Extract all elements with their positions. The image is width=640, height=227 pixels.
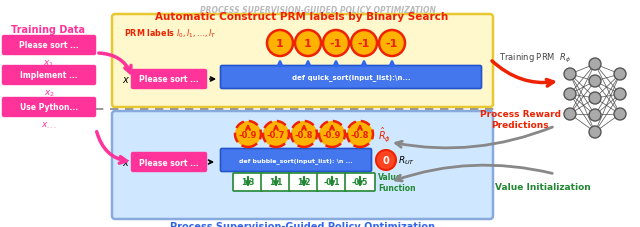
Circle shape [589, 109, 601, 121]
Text: -0.9: -0.9 [239, 130, 257, 139]
Text: PRM labels $l_0, l_1,\ldots,l_T$: PRM labels $l_0, l_1,\ldots,l_T$ [124, 27, 217, 39]
Circle shape [614, 89, 626, 101]
Text: $R_{UT}$: $R_{UT}$ [398, 154, 415, 167]
FancyBboxPatch shape [131, 153, 207, 172]
Text: 1: 1 [304, 39, 312, 49]
Text: $x_{...}$: $x_{...}$ [42, 120, 57, 131]
Text: $\hat{R}_\phi$: $\hat{R}_\phi$ [378, 125, 391, 144]
Text: Training PRM  $R_\phi$: Training PRM $R_\phi$ [499, 51, 571, 64]
Circle shape [589, 76, 601, 88]
Circle shape [376, 150, 396, 170]
Text: Training Data: Training Data [11, 25, 85, 35]
Text: -0.8: -0.8 [351, 130, 369, 139]
Circle shape [379, 31, 405, 57]
Text: Please sort ...: Please sort ... [19, 41, 79, 50]
Text: Value Initialization: Value Initialization [495, 183, 591, 192]
Text: Implement ...: Implement ... [20, 71, 78, 80]
Text: def quick_sort(input_list):\n...: def quick_sort(input_list):\n... [292, 74, 410, 81]
FancyBboxPatch shape [112, 15, 493, 108]
Text: -0.5: -0.5 [352, 178, 368, 187]
FancyBboxPatch shape [345, 173, 375, 191]
Text: $x$: $x$ [122, 157, 130, 167]
FancyBboxPatch shape [221, 66, 481, 89]
Text: Process Reward
Predictions: Process Reward Predictions [479, 110, 561, 129]
FancyBboxPatch shape [317, 173, 347, 191]
FancyBboxPatch shape [221, 149, 371, 172]
Text: Please sort ...: Please sort ... [139, 75, 199, 84]
Text: Please sort ...: Please sort ... [139, 158, 199, 167]
Text: 1.1: 1.1 [269, 178, 283, 187]
FancyBboxPatch shape [131, 70, 207, 89]
Circle shape [614, 69, 626, 81]
Text: 1: 1 [276, 39, 284, 49]
Text: PROCESS SUPERVISION-GUIDED POLICY OPTIMIZATION: PROCESS SUPERVISION-GUIDED POLICY OPTIMI… [200, 6, 436, 15]
FancyBboxPatch shape [3, 98, 95, 117]
Circle shape [263, 121, 289, 147]
Text: $x_1$: $x_1$ [44, 59, 54, 69]
FancyBboxPatch shape [3, 36, 95, 55]
Text: def bubble_sort(input_list): \n ...: def bubble_sort(input_list): \n ... [239, 157, 353, 163]
Text: 1.2: 1.2 [298, 178, 310, 187]
Text: Automatic Construct PRM labels by Binary Search: Automatic Construct PRM labels by Binary… [156, 12, 449, 22]
Circle shape [235, 121, 261, 147]
FancyBboxPatch shape [3, 66, 95, 85]
Circle shape [589, 126, 601, 138]
Text: -0.7: -0.7 [267, 130, 285, 139]
Circle shape [295, 31, 321, 57]
Circle shape [323, 31, 349, 57]
Circle shape [351, 31, 377, 57]
Circle shape [564, 69, 576, 81]
Circle shape [291, 121, 317, 147]
Circle shape [614, 109, 626, 121]
Text: -0.8: -0.8 [295, 130, 313, 139]
Text: -1: -1 [386, 39, 398, 49]
Circle shape [589, 59, 601, 71]
Text: Value
Function: Value Function [378, 173, 415, 192]
Text: $x_2$: $x_2$ [44, 88, 54, 99]
Text: $y_\pi$: $y_\pi$ [219, 157, 230, 168]
Text: -0.1: -0.1 [324, 178, 340, 187]
Text: $y$: $y$ [221, 74, 229, 86]
Text: 1.3: 1.3 [241, 178, 255, 187]
Circle shape [319, 121, 345, 147]
Circle shape [564, 89, 576, 101]
FancyBboxPatch shape [289, 173, 319, 191]
Text: Process Supervision-Guided Policy Optimization: Process Supervision-Guided Policy Optimi… [170, 221, 435, 227]
Circle shape [589, 93, 601, 105]
Circle shape [267, 31, 293, 57]
Text: $x$: $x$ [122, 75, 130, 85]
Text: -1: -1 [330, 39, 342, 49]
Text: 0: 0 [383, 155, 389, 165]
Circle shape [347, 121, 373, 147]
Text: -0.9: -0.9 [323, 130, 341, 139]
FancyBboxPatch shape [233, 173, 263, 191]
Text: Use Python...: Use Python... [20, 103, 78, 112]
Circle shape [564, 109, 576, 121]
FancyBboxPatch shape [112, 111, 493, 219]
Text: -1: -1 [358, 39, 370, 49]
FancyBboxPatch shape [261, 173, 291, 191]
